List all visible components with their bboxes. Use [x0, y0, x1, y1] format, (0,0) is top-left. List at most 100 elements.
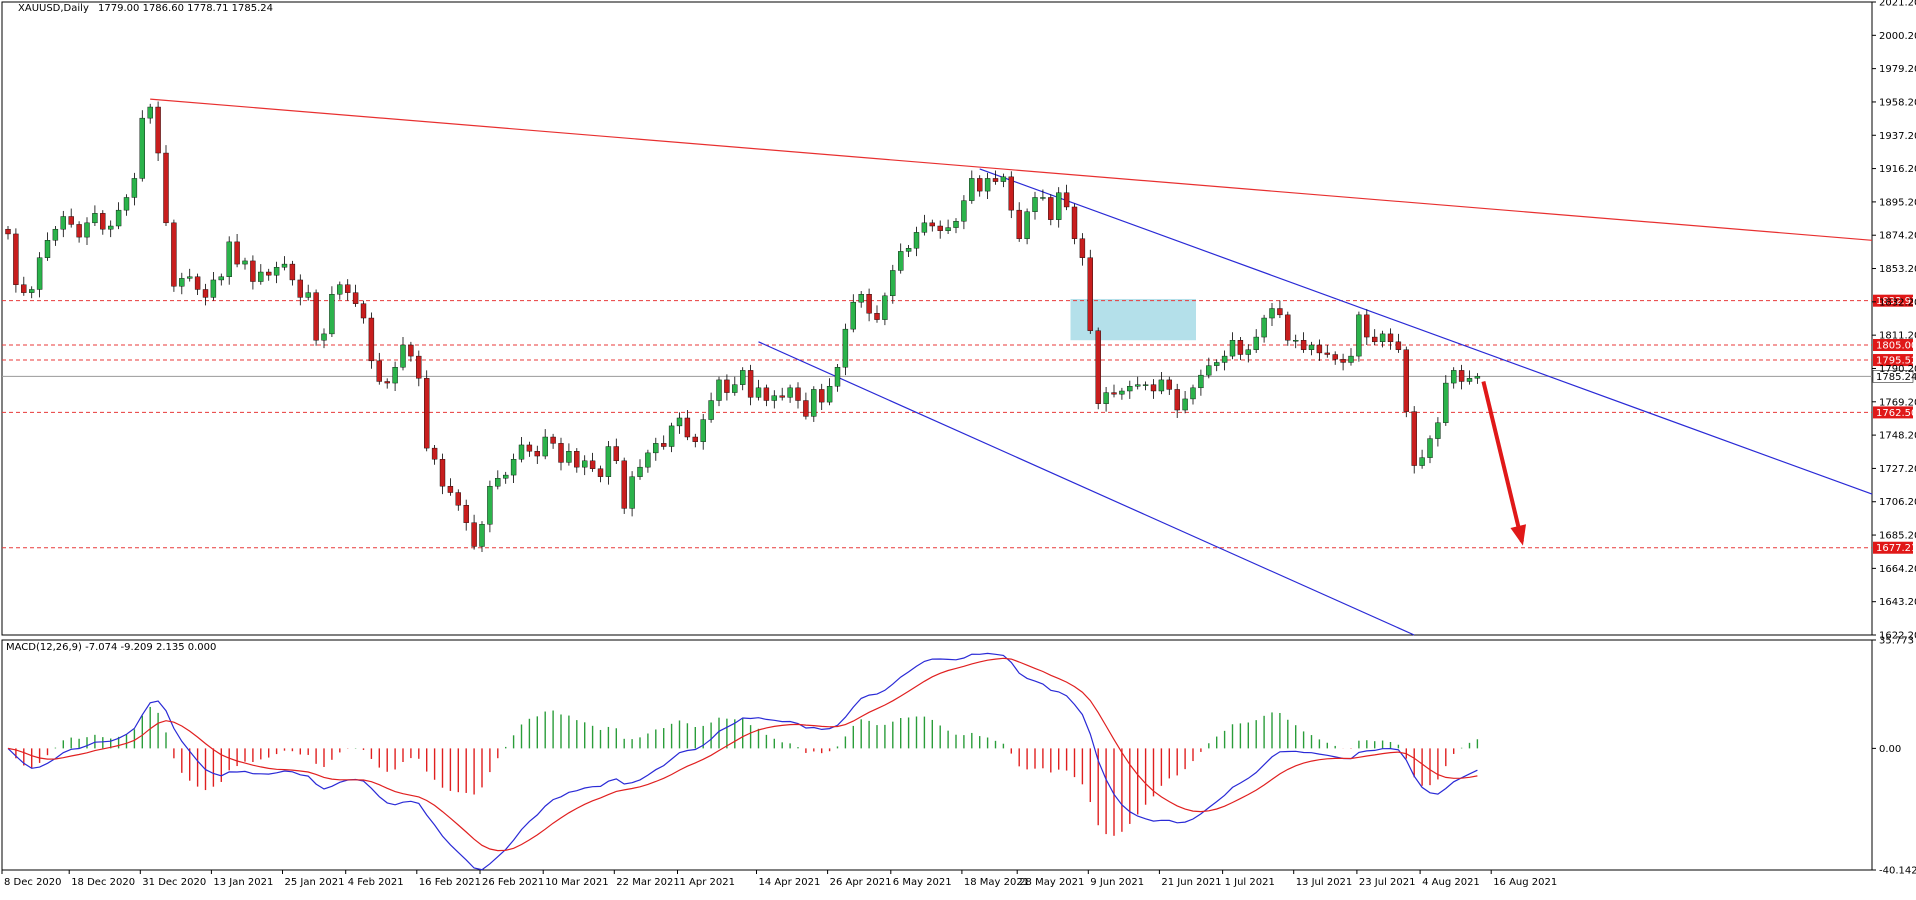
candle-body	[700, 419, 706, 442]
candle-body	[305, 292, 311, 298]
candle-body	[36, 257, 43, 290]
candle-body	[1474, 376, 1481, 379]
candle-body	[1245, 349, 1252, 355]
candle-body	[1213, 362, 1220, 366]
candle-body	[21, 284, 27, 293]
candle-body	[1190, 387, 1196, 400]
x-tick-label: 9 Jun 2021	[1090, 877, 1144, 888]
candle-body	[115, 209, 122, 227]
candle-body	[747, 370, 754, 398]
candle-body	[661, 443, 667, 447]
x-tick-label: 13 Jul 2021	[1296, 877, 1353, 888]
candle-body	[234, 241, 240, 265]
candle-body	[84, 222, 90, 238]
candle-body	[455, 492, 461, 506]
candle-body	[787, 387, 793, 398]
candle-body	[771, 395, 777, 401]
candle-body	[858, 294, 864, 303]
y-tick-label: 1937.20	[1879, 131, 1916, 142]
candle-body	[1332, 354, 1338, 360]
candle-body	[1048, 197, 1054, 220]
candle-body	[1103, 392, 1109, 404]
candle-body	[163, 152, 169, 224]
candle-body	[1119, 390, 1125, 395]
level-label: 1832.93	[1876, 296, 1916, 307]
candle-body	[890, 270, 896, 297]
candle-body	[313, 292, 319, 341]
candle-body	[1198, 374, 1204, 389]
candle-body	[1292, 340, 1299, 342]
candle-body	[503, 474, 509, 479]
candle-body	[408, 344, 414, 357]
level-badge	[1873, 294, 1913, 307]
candle-body	[1466, 378, 1473, 382]
candle-body	[898, 251, 904, 271]
candle-body	[1016, 209, 1022, 239]
level-label: 1677.21	[1876, 543, 1916, 554]
candle-body	[984, 178, 991, 192]
candle-body	[1269, 308, 1275, 319]
candle-body	[684, 417, 691, 438]
y-tick-label: 1664.20	[1879, 564, 1916, 575]
y-tick-label: 1769.20	[1879, 397, 1916, 408]
candle-body	[1032, 197, 1038, 212]
candle-body	[1285, 314, 1291, 341]
candle-body	[716, 379, 722, 401]
candle-body	[352, 292, 359, 304]
candle-body	[92, 213, 98, 224]
y-tick-label: 1790.20	[1879, 364, 1916, 375]
candle-body	[1134, 384, 1141, 387]
x-tick-label: 21 Jun 2021	[1161, 877, 1221, 888]
y-tick-label: 1853.20	[1879, 264, 1916, 275]
candle-body	[29, 289, 35, 293]
candle-body	[1008, 176, 1014, 211]
candle-body	[416, 355, 422, 379]
candle-body	[392, 367, 398, 384]
candle-body	[1079, 238, 1086, 258]
candle-body	[1316, 344, 1323, 354]
candle-body	[1142, 384, 1149, 386]
x-tick-label: 26 Feb 2021	[482, 877, 544, 888]
candle-body	[1458, 370, 1465, 382]
candle-body	[131, 178, 138, 198]
candle-body	[1158, 379, 1165, 392]
candle-body	[100, 213, 106, 230]
candle-body	[510, 459, 517, 476]
x-tick-label: 10 Mar 2021	[545, 877, 608, 888]
candle-body	[186, 276, 193, 279]
candle-body	[424, 378, 430, 449]
ohlc-values: 1779.00 1786.60 1778.71 1785.24	[98, 3, 273, 14]
candle-body	[1364, 314, 1370, 338]
candle-body	[629, 476, 635, 509]
candle-body	[676, 417, 683, 427]
candle-body	[1174, 389, 1180, 411]
candle-body	[637, 466, 643, 477]
macd-label: MACD(12,26,9) -7.074 -9.209 2.135 0.000	[6, 642, 217, 653]
y-tick-label: 1832.20	[1879, 297, 1916, 308]
y-tick-label: 1727.20	[1879, 464, 1916, 475]
candle-body	[258, 271, 264, 282]
candle-body	[819, 389, 825, 403]
candle-body	[266, 271, 272, 276]
candle-body	[1356, 314, 1362, 357]
x-tick-label: 4 Aug 2021	[1422, 877, 1480, 888]
candle-body	[479, 524, 485, 547]
level-badge	[1873, 406, 1913, 419]
candle-body	[913, 232, 920, 249]
candle-body	[1166, 379, 1173, 390]
candle-body	[842, 328, 849, 368]
candle-body	[179, 278, 185, 287]
candle-body	[1182, 398, 1188, 411]
level-badge	[1873, 338, 1913, 351]
forecast-arrow-head	[1510, 524, 1527, 546]
x-tick-label: 8 Dec 2020	[4, 877, 62, 888]
candle-body	[961, 200, 967, 222]
candle-body	[874, 313, 880, 320]
candle-body	[969, 178, 975, 201]
candle-body	[1063, 192, 1070, 208]
candle-body	[44, 240, 51, 258]
channel-bottom-line	[758, 341, 1415, 636]
candle-body	[566, 451, 572, 463]
candle-body	[471, 522, 477, 547]
candle-body	[439, 459, 446, 487]
